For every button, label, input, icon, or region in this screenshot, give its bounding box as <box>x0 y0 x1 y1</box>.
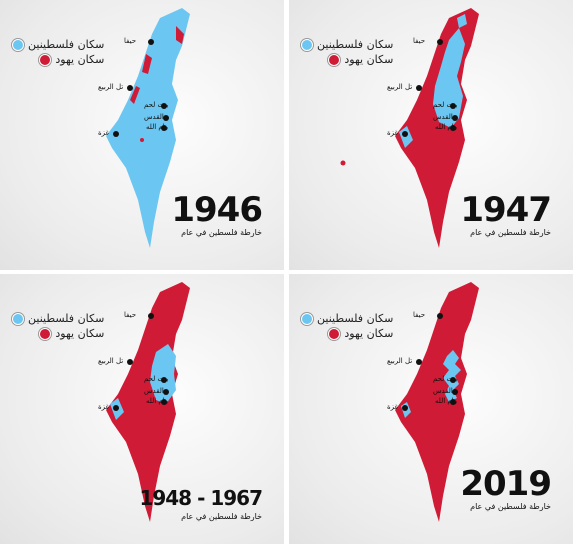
city-label-tel-aviv: تل الربيع <box>387 357 413 365</box>
city-label-ramallah: رام الله <box>435 123 458 131</box>
jewish-area <box>176 26 184 44</box>
city-label-jerusalem: القدس <box>433 113 453 121</box>
map-legend: سكان فلسطينين سكان يهود <box>12 38 104 68</box>
city-label-haifa: حيفا <box>124 311 137 319</box>
legend-item-palestinians: سكان فلسطينين <box>12 38 104 51</box>
city-label-bethlehem: بيت لحم <box>144 101 169 109</box>
legend-item-jews: سكان يهود <box>301 327 393 340</box>
city-dot <box>148 313 154 319</box>
city-dot <box>437 313 443 319</box>
city-label-tel-aviv: تل الربيع <box>387 83 413 91</box>
map-legend: سكان فلسطينين سكان يهود <box>12 312 104 342</box>
city-label-bethlehem: بيت لحم <box>433 101 458 109</box>
map-legend: سكان فلسطينين سكان يهود <box>301 312 393 342</box>
red-swatch-icon <box>39 327 52 340</box>
city-label-ramallah: رام الله <box>435 397 458 405</box>
map-subtitle: خارطة فلسطين في عام <box>181 228 262 237</box>
jewish-dot <box>140 138 144 142</box>
palestinian-area <box>443 350 461 402</box>
city-dot <box>161 399 167 405</box>
jewish-dot <box>340 160 346 166</box>
map-panel-1947: حيفا تل الربيع بيت لحم القدس رام الله غز… <box>289 0 573 270</box>
map-subtitle: خارطة فلسطين في عام <box>470 502 551 511</box>
city-dot <box>416 85 422 91</box>
city-label-tel-aviv: تل الربيع <box>98 357 124 365</box>
city-dot <box>452 389 458 395</box>
palestinian-area <box>433 28 465 128</box>
city-dot <box>163 115 169 121</box>
city-label-jerusalem: القدس <box>144 113 164 121</box>
city-dot <box>113 405 119 411</box>
map-subtitle: خارطة فلسطين في عام <box>181 512 262 521</box>
map-1947 <box>340 8 479 248</box>
city-dot <box>437 39 443 45</box>
city-label-bethlehem: بيت لحم <box>433 375 458 383</box>
city-label-haifa: حيفا <box>413 311 426 319</box>
palestinian-area <box>457 14 467 28</box>
city-dot <box>452 115 458 121</box>
city-label-ramallah: رام الله <box>146 397 169 405</box>
city-dot <box>161 377 167 383</box>
red-swatch-icon <box>328 327 341 340</box>
city-label-haifa: حيفا <box>124 37 137 45</box>
map-2019 <box>395 282 479 522</box>
blue-swatch-icon <box>301 38 313 51</box>
city-dot <box>127 359 133 365</box>
legend-item-jews: سكان يهود <box>301 53 393 66</box>
city-label-gaza: غزة <box>387 403 399 411</box>
palestine-shape <box>106 282 190 522</box>
legend-item-palestinians: سكان فلسطينين <box>301 38 393 51</box>
red-swatch-icon <box>39 53 52 66</box>
city-dot <box>127 85 133 91</box>
palestine-shape <box>395 282 479 522</box>
city-dot <box>402 131 408 137</box>
city-dot <box>402 405 408 411</box>
city-dot <box>450 377 456 383</box>
map-1948-1967 <box>106 282 190 522</box>
city-dot <box>450 125 456 131</box>
map-panel-1948-1967: حيفا تل الربيع بيت لحم القدس رام الله غز… <box>0 274 284 544</box>
map-panel-2019: حيفا تل الربيع بيت لحم القدس رام الله غز… <box>289 274 573 544</box>
city-label-bethlehem: بيت لحم <box>144 375 169 383</box>
city-dot <box>450 103 456 109</box>
legend-item-palestinians: سكان فلسطينين <box>301 312 393 325</box>
city-label-gaza: غزة <box>387 129 399 137</box>
red-swatch-icon <box>328 53 341 66</box>
city-dot <box>163 389 169 395</box>
legend-item-jews: سكان يهود <box>12 53 104 66</box>
palestinian-area <box>399 126 413 148</box>
city-dot <box>450 399 456 405</box>
city-label-ramallah: رام الله <box>146 123 169 131</box>
blue-swatch-icon <box>301 312 313 325</box>
city-label-haifa: حيفا <box>413 37 426 45</box>
legend-item-palestinians: سكان فلسطينين <box>12 312 104 325</box>
city-label-jerusalem: القدس <box>433 387 453 395</box>
city-label-gaza: غزة <box>98 129 110 137</box>
city-dot <box>161 103 167 109</box>
city-label-tel-aviv: تل الربيع <box>98 83 124 91</box>
city-dot <box>416 359 422 365</box>
map-year: 1947 <box>460 190 552 230</box>
city-label-gaza: غزة <box>98 403 110 411</box>
map-subtitle: خارطة فلسطين في عام <box>470 228 551 237</box>
blue-swatch-icon <box>12 38 24 51</box>
jewish-area <box>142 54 152 74</box>
map-year: 1946 <box>171 190 263 230</box>
city-dot <box>113 131 119 137</box>
legend-item-jews: سكان يهود <box>12 327 104 340</box>
city-dot <box>161 125 167 131</box>
map-1946 <box>106 8 190 248</box>
palestine-shape <box>106 8 190 248</box>
map-panel-1946: حيفا تل الربيع بيت لحم القدس رام الله غز… <box>0 0 284 270</box>
palestinian-area <box>150 344 176 404</box>
city-dot <box>148 39 154 45</box>
city-label-jerusalem: القدس <box>144 387 164 395</box>
blue-swatch-icon <box>12 312 24 325</box>
map-year: 2019 <box>460 464 552 504</box>
map-year: 1948 - 1967 <box>139 486 263 510</box>
jewish-area <box>130 86 140 104</box>
map-legend: سكان فلسطينين سكان يهود <box>301 38 393 68</box>
